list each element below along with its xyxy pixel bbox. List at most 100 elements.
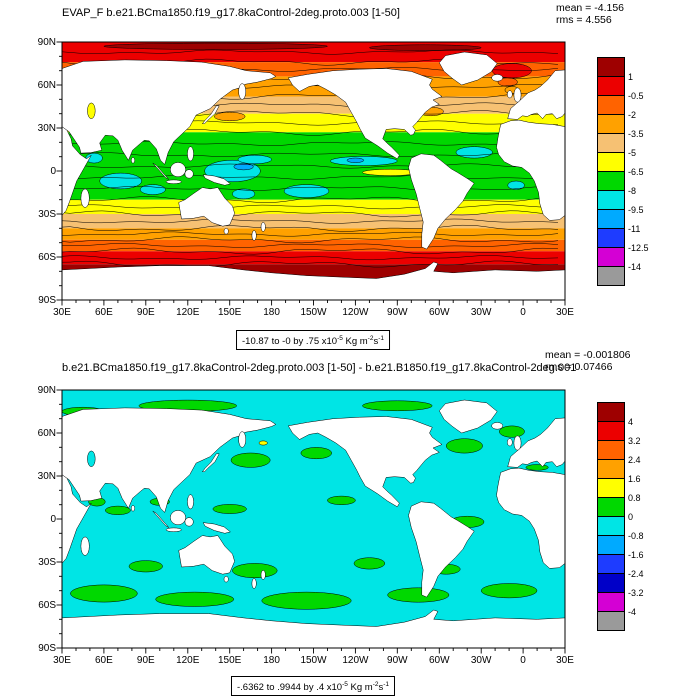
lon-tick-label: 150E [217,655,242,666]
colorbar-label: -11 [628,224,641,234]
colorbar-box [598,58,624,77]
colorbar-label: -2.4 [628,569,644,579]
range-unit-exp: -2 [367,335,374,342]
colorbar-label: -6.5 [628,167,644,177]
map-plot [56,389,566,654]
top-panel: EVAP_F b.e21.BCma1850.f19_g17.8kaControl… [37,2,649,351]
colorbar-box [598,77,624,96]
map-plot [56,41,566,306]
colorbar-label: -5 [628,148,637,158]
colorbar-box [598,498,624,517]
lon-tick-label: 60E [95,655,113,666]
lon-tick-label: 120W [342,655,369,666]
colorbar-box [598,479,624,498]
colorbar [597,57,625,286]
lon-tick-label: 30E [556,655,574,666]
range-unit2: s [378,682,384,694]
panel1-stats: mean = -4.156 rms = 4.556 [556,2,624,26]
range-exp: -5 [342,681,348,688]
caspian-sea [87,450,96,467]
panel1-rms: rms = 4.556 [556,14,612,26]
colorbar-box [598,403,624,422]
colorbar-label: -1.6 [628,550,644,560]
colorbar-label: -14 [628,262,642,272]
land-layer [62,51,565,300]
colorbar-label: 0.8 [628,493,641,503]
lon-tick-label: 120W [342,307,369,318]
colorbar-label: 4 [628,417,634,427]
colorbar-label: -0.8 [628,531,644,541]
colorbar-box [598,441,624,460]
bottom-panel: mean = -0.001806 rms = 0.07466 b.e21.BCm… [0,348,700,700]
colorbar-label: 0 [628,512,634,522]
panel2-stats: mean = -0.001806 rms = 0.07466 [545,349,631,373]
lat-tick-label: 0 [50,514,56,525]
range-exp: -5 [337,335,343,342]
lon-tick-label: 60E [95,307,113,318]
panel2-title: b.e21.BCma1850.f19_g17.8kaControl-2deg.p… [62,362,577,374]
lon-tick-label: 120E [176,307,200,318]
colorbar-box [598,172,624,191]
lat-tick-label: 60N [37,428,56,439]
colorbar-box [598,517,624,536]
lat-tick-label: 60N [37,80,56,91]
colorbar-box [598,593,624,612]
lon-tick-label: 0 [520,655,526,666]
colorbar-box [598,115,624,134]
lon-tick-label: 30E [556,307,574,318]
lon-tick-label: 150E [217,307,242,318]
lon-tick-label: 90W [387,655,408,666]
panel2-rms: rms = 0.07466 [545,361,613,373]
lon-tick-label: 30W [470,307,492,318]
lon-tick-label: 30W [470,655,492,666]
lon-tick-label: 90W [387,307,408,318]
range-text: -10.87 to -0 by .75 x10 [242,336,338,348]
lon-tick-label: 180 [263,307,280,318]
colorbar-box [598,267,624,285]
lat-tick-label: 30N [37,123,56,134]
lat-tick-label: 30S [38,209,56,220]
colorbar-label: 1 [628,72,634,82]
colorbar-label: -9.5 [628,205,644,215]
colorbar-box [598,210,624,229]
lon-tick-label: 90E [136,655,155,666]
colorbar-label: 3.2 [628,436,641,446]
colorbar-box [598,422,624,441]
range-unit2: s [373,336,379,348]
lat-tick-label: 60S [38,252,56,263]
lat-tick-label: 90N [37,385,56,396]
colorbar-label: -8 [628,186,637,196]
caspian-sea [87,102,96,119]
range-unit-exp: -2 [372,681,379,688]
colorbar-label: -3.5 [628,129,644,139]
lat-tick-label: 0 [50,166,56,177]
range-unit2-exp: -1 [383,681,390,688]
colorbar-box [598,555,624,574]
lon-tick-label: 60W [428,655,450,666]
range-unit2-exp: -1 [378,335,384,342]
lon-tick-label: 0 [520,307,526,318]
lon-tick-label: 180 [263,655,280,666]
colorbar-label: -4 [628,607,637,617]
colorbar-box [598,153,624,172]
colorbar-label: -0.5 [628,91,644,101]
colorbar-label: -12.5 [628,243,649,253]
lon-tick-label: 30E [53,307,71,318]
panel1-title: EVAP_F b.e21.BCma1850.f19_g17.8kaControl… [62,7,400,19]
lon-tick-label: 120E [176,655,200,666]
colorbar-box [598,460,624,479]
colorbar-box [598,229,624,248]
colorbar-label: -3.2 [628,588,644,598]
colorbar-box [598,612,624,630]
panel1-mean: mean = -4.156 [556,2,625,14]
lat-tick-label: 60S [38,600,56,611]
colorbar-box [598,248,624,267]
range-unit: Kg m [347,682,373,694]
lat-tick-label: 90S [38,295,56,306]
colorbar [597,402,625,631]
lat-tick-label: 30N [37,471,56,482]
colorbar-label: 2.4 [628,455,641,465]
colorbar-box [598,191,624,210]
lat-tick-label: 90N [37,37,56,48]
lon-tick-label: 60W [428,307,450,318]
